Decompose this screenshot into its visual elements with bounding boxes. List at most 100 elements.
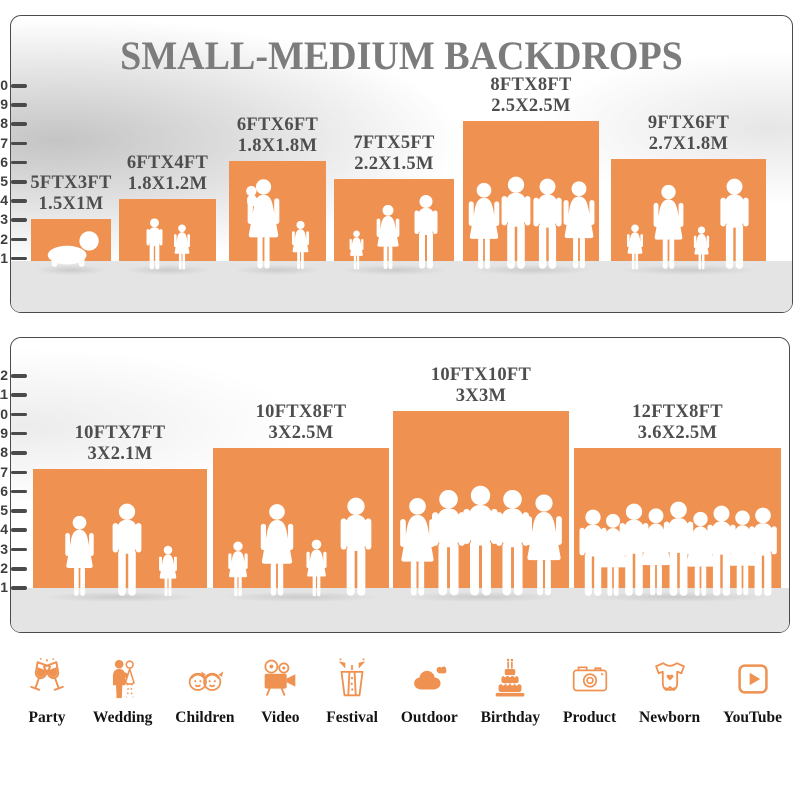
- ruler-number: 6: [0, 153, 8, 170]
- boy-silhouette: [144, 218, 165, 270]
- category-product: Product: [563, 656, 616, 727]
- ruler-number: 5: [0, 173, 8, 189]
- girl-silhouette: [226, 541, 250, 597]
- girl-silhouette: [692, 226, 711, 270]
- ruler-number: 2: [0, 230, 8, 247]
- backdrop-9x6: 9FTX6FT 2.7X1.8M: [611, 113, 766, 275]
- people-shadow: [471, 265, 591, 275]
- category-video: Video: [257, 656, 303, 727]
- label-meters: 1.5X1M: [38, 194, 104, 214]
- ruler-tick: [11, 84, 27, 88]
- ruler-number: 2: [0, 560, 8, 576]
- people-shadow: [35, 265, 107, 275]
- youtube-play-icon: [737, 664, 768, 694]
- man-silhouette: [336, 497, 376, 597]
- ruler-tick: [11, 103, 27, 107]
- backdrop-label: 8FTX8FT 2.5X2.5M: [436, 75, 626, 117]
- woman-silhouette: [374, 204, 402, 270]
- girl-silhouette: [172, 224, 192, 270]
- people-shadow: [43, 592, 197, 602]
- ruler-tick: [11, 509, 27, 513]
- ruler-mark: 3: [0, 212, 792, 226]
- category-newborn: Newborn: [639, 656, 700, 727]
- feet-ruler: 10 9 8 7 6 5 4 3: [0, 16, 792, 312]
- backdrop-6x4: 6FTX4FT 1.8X1.2M: [119, 153, 216, 275]
- ruler-tick: [11, 567, 27, 571]
- page-title: SMALL-MEDIUM BACKDROPS: [120, 33, 683, 78]
- mother-with-baby-silhouette: [244, 178, 283, 270]
- ruler-mark: 5: [0, 174, 792, 188]
- ruler-number: 7: [0, 463, 8, 480]
- category-label: Video: [261, 709, 300, 726]
- backdrop-10x7: 10FTX7FT 3X2.1M: [33, 423, 207, 602]
- wine-glasses-icon: [30, 658, 64, 691]
- label-feet: 5FTX3FT: [30, 173, 112, 193]
- category-party: Party: [24, 656, 70, 727]
- ruler-tick: [11, 412, 27, 417]
- ruler-mark: 3: [0, 542, 789, 556]
- people-silhouettes: [574, 501, 781, 597]
- ruler-number: 11: [0, 386, 8, 403]
- label-feet: 10FTX10FT: [430, 365, 532, 385]
- ruler-number: 1: [0, 579, 8, 596]
- people-shadow: [341, 265, 447, 275]
- label-feet: 10FTX8FT: [255, 402, 347, 422]
- people-silhouettes: [33, 503, 207, 597]
- woman-silhouette: [257, 503, 297, 597]
- people-silhouettes: [395, 485, 567, 597]
- people-silhouettes: [229, 178, 326, 270]
- ruler-mark: 6: [0, 484, 789, 498]
- girl-silhouette: [304, 539, 329, 597]
- ruler-tick: [11, 374, 27, 378]
- wedding-couple-icon: [112, 659, 135, 699]
- backdrop-12x8: 12FTX8FT 3.6X2.5M: [574, 402, 781, 602]
- baby-silhouette: [40, 228, 102, 268]
- clouds-icon: [414, 666, 447, 690]
- ruler-tick: [11, 470, 27, 474]
- category-label: Wedding: [92, 709, 153, 726]
- backdrop-10x8: 10FTX8FT 3X2.5M: [213, 402, 389, 602]
- backdrop-10x10: 10FTX10FT 3X3M: [393, 365, 569, 602]
- backdrop-6x6: 6FTX6FT 1.8X1.8M: [229, 115, 326, 275]
- people-shadow: [234, 265, 321, 275]
- ruler-number: 9: [0, 96, 8, 113]
- ruler-mark: 8: [0, 116, 792, 130]
- category-label: Outdoor: [400, 709, 458, 726]
- label-meters: 3X3M: [455, 386, 507, 406]
- people-silhouettes: [463, 176, 599, 270]
- people-shadow: [124, 265, 211, 275]
- ruler-tick: [11, 199, 27, 203]
- backdrop-7x5: 7FTX5FT 2.2X1.5M: [334, 133, 454, 275]
- ruler-mark: 4: [0, 193, 792, 207]
- people-silhouettes: [213, 497, 389, 597]
- category-label: Newborn: [639, 709, 701, 726]
- ruler-tick: [11, 586, 27, 590]
- girl-silhouette: [157, 545, 179, 597]
- ruler-tick: [11, 218, 27, 222]
- man-silhouette: [716, 178, 753, 270]
- label-meters: 1.8X1.8M: [237, 136, 318, 156]
- ruler-number: 5: [0, 502, 8, 519]
- photo-camera-icon: [572, 666, 607, 692]
- ruler-number: 4: [0, 521, 8, 538]
- feet-ruler: 12 11 10 9 8 7 6 5: [0, 338, 789, 632]
- ruler-mark: 10: [0, 407, 789, 421]
- backdrop-5x3: 5FTX3FT 1.5X1M: [30, 173, 111, 275]
- label-feet: 10FTX7FT: [74, 423, 166, 443]
- ruler-tick: [11, 237, 27, 242]
- ruler-mark: 4: [0, 522, 789, 536]
- category-label: Festival: [326, 709, 378, 726]
- backdrop-label: 10FTX8FT 3X2.5M: [206, 402, 396, 444]
- people-shadow: [223, 592, 379, 602]
- ruler-mark: 7: [0, 465, 789, 479]
- backdrop-label: 6FTX4FT 1.8X1.2M: [73, 153, 263, 195]
- label-feet: 8FTX8FT: [490, 75, 572, 95]
- backdrop-label: 10FTX10FT 3X3M: [386, 365, 576, 407]
- people-silhouettes: [119, 218, 216, 270]
- ruler-number: 9: [0, 424, 8, 441]
- woman-silhouette: [650, 184, 687, 270]
- ruler-number: 10: [0, 405, 8, 422]
- ruler-mark: 11: [0, 387, 789, 401]
- ruler-tick: [11, 451, 27, 455]
- label-feet: 7FTX5FT: [353, 133, 435, 153]
